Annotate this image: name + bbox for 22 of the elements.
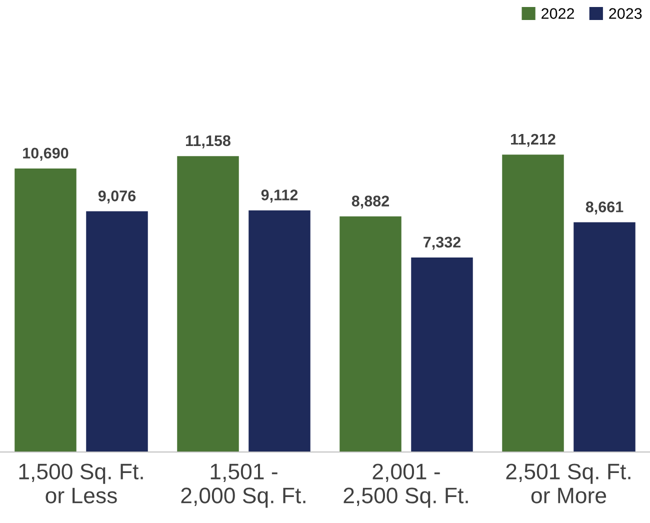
bar (574, 222, 636, 452)
data-label: 9,112 (261, 190, 298, 203)
data-label: 8,661 (586, 202, 624, 215)
bar (177, 156, 239, 452)
bar (340, 216, 402, 452)
x-tick-label: 2,501 Sq. Ft. or More (506, 464, 630, 504)
x-tick-label: 2,001 - 2,500 Sq. Ft. (344, 464, 468, 508)
bar (14, 168, 76, 452)
bar (86, 211, 148, 452)
data-label: 10,690 (23, 148, 68, 161)
data-label: 8,882 (352, 196, 390, 209)
x-tick-label: 1,500 Sq. Ft. or Less (19, 464, 143, 504)
data-label: 11,212 (511, 134, 556, 147)
data-label: 7,332 (424, 236, 461, 250)
x-tick-label: 1,501 - 2,000 Sq. Ft. (181, 464, 306, 508)
bar (248, 210, 310, 452)
legend-label: 2022 (542, 8, 574, 19)
data-label: 11,158 (186, 135, 230, 148)
bar (411, 258, 473, 452)
bar (502, 154, 564, 452)
data-label: 9,076 (98, 190, 136, 204)
legend-label: 2023 (609, 8, 642, 19)
